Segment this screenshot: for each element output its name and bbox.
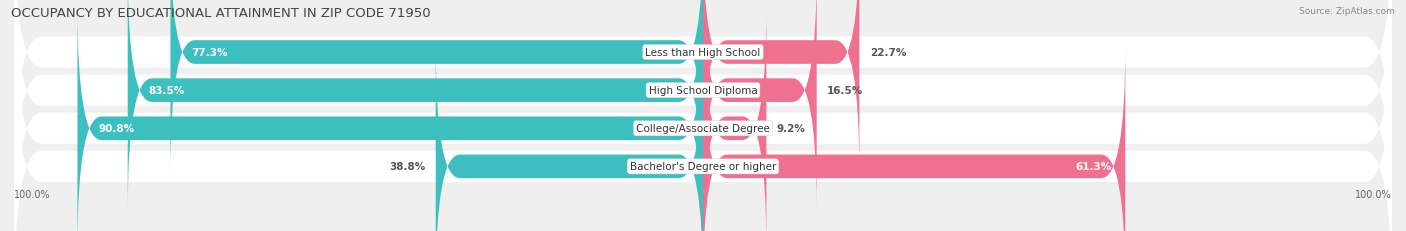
FancyBboxPatch shape bbox=[703, 8, 766, 231]
FancyBboxPatch shape bbox=[14, 30, 1392, 231]
Text: Less than High School: Less than High School bbox=[645, 48, 761, 58]
Text: Bachelor's Degree or higher: Bachelor's Degree or higher bbox=[630, 162, 776, 172]
FancyBboxPatch shape bbox=[14, 0, 1392, 231]
Text: 90.8%: 90.8% bbox=[98, 124, 134, 134]
FancyBboxPatch shape bbox=[14, 0, 1392, 189]
Text: College/Associate Degree: College/Associate Degree bbox=[636, 124, 770, 134]
Text: 61.3%: 61.3% bbox=[1076, 162, 1112, 172]
Text: 77.3%: 77.3% bbox=[191, 48, 228, 58]
FancyBboxPatch shape bbox=[703, 0, 817, 212]
Text: 83.5%: 83.5% bbox=[149, 86, 184, 96]
FancyBboxPatch shape bbox=[77, 8, 703, 231]
FancyBboxPatch shape bbox=[703, 46, 1125, 231]
Text: 100.0%: 100.0% bbox=[1355, 189, 1392, 199]
FancyBboxPatch shape bbox=[14, 0, 1392, 227]
FancyBboxPatch shape bbox=[128, 0, 703, 212]
Text: 38.8%: 38.8% bbox=[389, 162, 426, 172]
FancyBboxPatch shape bbox=[436, 46, 703, 231]
Text: 16.5%: 16.5% bbox=[827, 86, 863, 96]
Text: Source: ZipAtlas.com: Source: ZipAtlas.com bbox=[1299, 7, 1395, 16]
FancyBboxPatch shape bbox=[170, 0, 703, 174]
FancyBboxPatch shape bbox=[703, 0, 859, 174]
Text: 9.2%: 9.2% bbox=[776, 124, 806, 134]
Text: High School Diploma: High School Diploma bbox=[648, 86, 758, 96]
Text: 100.0%: 100.0% bbox=[14, 189, 51, 199]
Text: 22.7%: 22.7% bbox=[870, 48, 905, 58]
Text: OCCUPANCY BY EDUCATIONAL ATTAINMENT IN ZIP CODE 71950: OCCUPANCY BY EDUCATIONAL ATTAINMENT IN Z… bbox=[11, 7, 430, 20]
